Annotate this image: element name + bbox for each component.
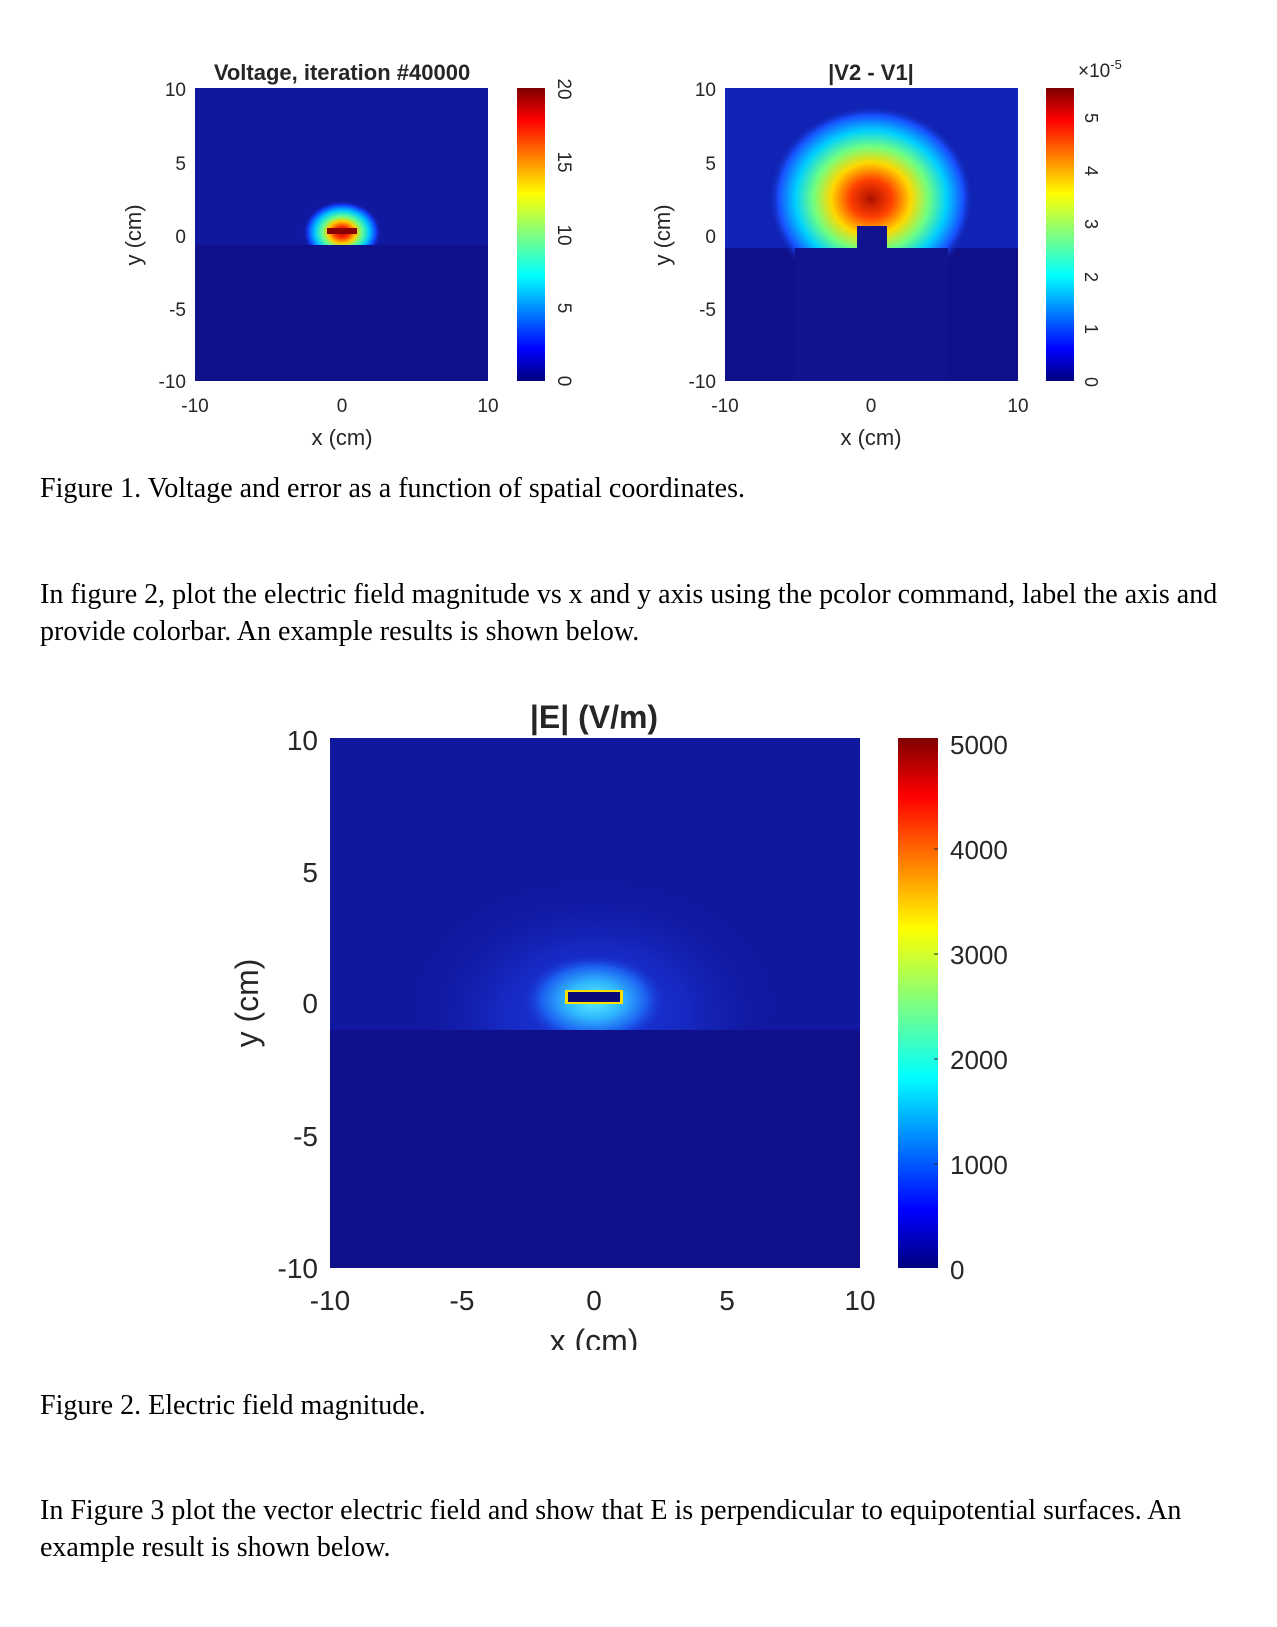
efield-xtick-10: 10 bbox=[844, 1285, 875, 1316]
paragraph-figure2-instructions: In figure 2, plot the electric field mag… bbox=[40, 579, 1218, 647]
error-plot: |V2 - V1| 10 5 0 -5 -10 -10 0 10 x (cm) … bbox=[650, 57, 1122, 450]
voltage-ytick-10: 10 bbox=[165, 80, 186, 101]
voltage-lower-region bbox=[195, 245, 488, 381]
voltage-ylabel: y (cm) bbox=[121, 204, 146, 265]
voltage-plot-title: Voltage, iteration #40000 bbox=[214, 60, 470, 85]
figure2-caption: Figure 2. Electric field magnitude. bbox=[40, 1390, 426, 1421]
error-halo bbox=[766, 100, 976, 290]
efield-lower-region bbox=[330, 1030, 860, 1268]
error-cbar-tick-3: 3 bbox=[1081, 219, 1101, 229]
error-plot-title: |V2 - V1| bbox=[828, 60, 914, 85]
efield-ytick-0: 0 bbox=[302, 988, 318, 1019]
figure1-caption: Figure 1. Voltage and error as a functio… bbox=[40, 473, 745, 504]
error-ytick-5: 5 bbox=[705, 154, 716, 175]
efield-cbar-tick-5000: 5000 bbox=[950, 730, 1008, 760]
error-xtick-0: 0 bbox=[866, 396, 877, 417]
voltage-ytick-neg10: -10 bbox=[159, 372, 186, 393]
error-cbar-tick-4: 4 bbox=[1081, 166, 1101, 176]
error-ytick-neg10: -10 bbox=[689, 372, 716, 393]
voltage-xtick-0: 0 bbox=[337, 396, 348, 417]
efield-plot: |E| (V/m) 10 5 0 -5 -10 -10 -5 0 5 10 x … bbox=[229, 699, 1008, 1350]
error-xtick-10: 10 bbox=[1007, 396, 1028, 417]
efield-colorbar bbox=[898, 738, 938, 1268]
efield-ytick-neg10: -10 bbox=[278, 1253, 318, 1284]
efield-plot-title: |E| (V/m) bbox=[530, 699, 658, 735]
efield-xtick-0: 0 bbox=[586, 1285, 602, 1316]
efield-cbar-tick-3000: 3000 bbox=[950, 940, 1008, 970]
efield-cbar-tick-4000: 4000 bbox=[950, 835, 1008, 865]
voltage-ytick-5: 5 bbox=[175, 154, 186, 175]
voltage-colorbar bbox=[517, 88, 545, 381]
voltage-ytick-0: 0 bbox=[175, 227, 186, 248]
error-xlabel: x (cm) bbox=[840, 425, 901, 450]
efield-cbar-tick-2000: 2000 bbox=[950, 1045, 1008, 1075]
efield-ylabel: y (cm) bbox=[229, 959, 265, 1048]
error-cbar-tick-0: 0 bbox=[1081, 377, 1101, 387]
error-xtick-neg10: -10 bbox=[711, 396, 738, 417]
figure1: Voltage, iteration #40000 10 5 0 -5 -10 … bbox=[121, 57, 1122, 450]
figure2: |E| (V/m) 10 5 0 -5 -10 -10 -5 0 5 10 x … bbox=[229, 699, 1008, 1350]
efield-xtick-neg10: -10 bbox=[310, 1285, 350, 1316]
error-cbar-tick-2: 2 bbox=[1081, 272, 1101, 282]
error-cbar-multiplier: ×10-5 bbox=[1078, 57, 1122, 82]
voltage-cbar-tick-0: 0 bbox=[553, 376, 574, 387]
voltage-electrode bbox=[327, 228, 357, 234]
efield-xlabel: x (cm) bbox=[550, 1323, 639, 1350]
error-dark-box bbox=[795, 248, 948, 381]
voltage-ytick-neg5: -5 bbox=[169, 300, 186, 321]
efield-ytick-10: 10 bbox=[287, 725, 318, 756]
voltage-xtick-neg10: -10 bbox=[181, 396, 208, 417]
error-ytick-10: 10 bbox=[695, 80, 716, 101]
voltage-plot: Voltage, iteration #40000 10 5 0 -5 -10 … bbox=[121, 60, 574, 450]
voltage-cbar-tick-15: 15 bbox=[553, 151, 574, 172]
error-ylabel: y (cm) bbox=[650, 204, 675, 265]
efield-xtick-neg5: -5 bbox=[450, 1285, 475, 1316]
efield-xtick-5: 5 bbox=[719, 1285, 735, 1316]
error-notch bbox=[857, 226, 887, 248]
voltage-xlabel: x (cm) bbox=[311, 425, 372, 450]
error-cbar-tick-1: 1 bbox=[1081, 324, 1101, 334]
efield-ytick-5: 5 bbox=[302, 857, 318, 888]
voltage-cbar-tick-20: 20 bbox=[553, 78, 574, 99]
efield-cbar-tick-1000: 1000 bbox=[950, 1150, 1008, 1180]
efield-electrode bbox=[568, 992, 620, 1002]
efield-ytick-neg5: -5 bbox=[293, 1121, 318, 1152]
error-ytick-neg5: -5 bbox=[699, 300, 716, 321]
voltage-xtick-10: 10 bbox=[477, 396, 498, 417]
voltage-cbar-tick-10: 10 bbox=[553, 224, 574, 245]
error-cbar-tick-5: 5 bbox=[1081, 113, 1101, 123]
error-ytick-0: 0 bbox=[705, 227, 716, 248]
error-colorbar bbox=[1046, 88, 1074, 381]
efield-cbar-tick-0: 0 bbox=[950, 1255, 964, 1285]
voltage-cbar-tick-5: 5 bbox=[553, 303, 574, 314]
paragraph-figure3-instructions: In Figure 3 plot the vector electric fie… bbox=[40, 1495, 1182, 1563]
